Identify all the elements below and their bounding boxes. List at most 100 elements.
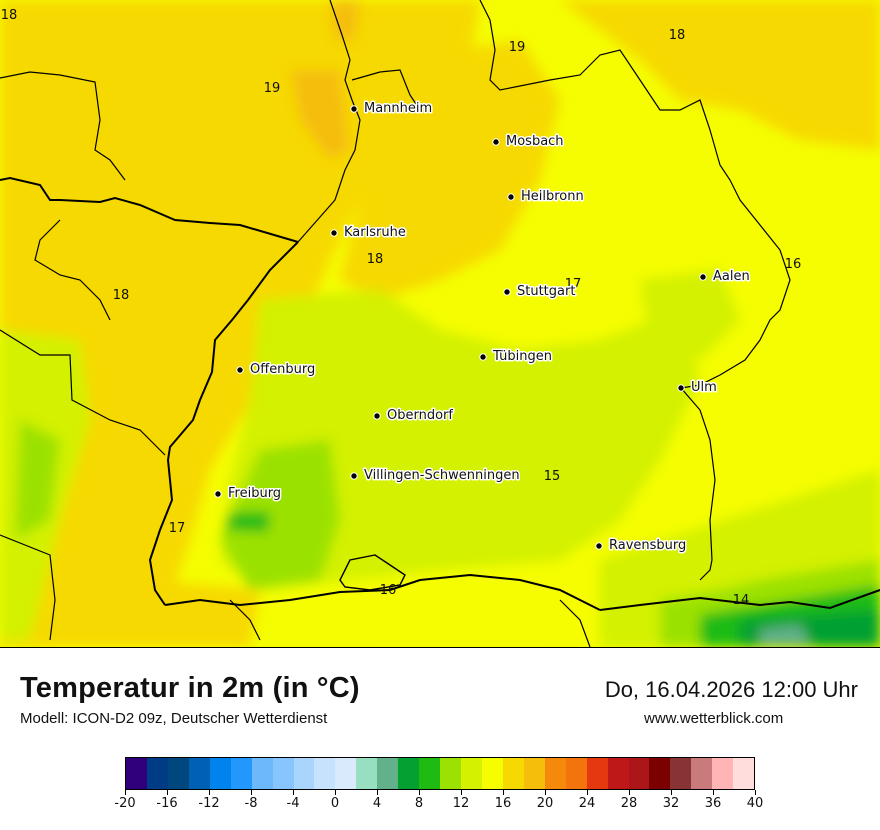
color-scale-bar bbox=[125, 757, 755, 790]
city-dot-icon bbox=[677, 384, 685, 392]
city-dot-icon bbox=[595, 542, 603, 550]
city-label: Oberndorf bbox=[387, 408, 453, 423]
tick-mark bbox=[712, 790, 714, 795]
tick-label: 36 bbox=[704, 796, 722, 811]
tick-label: 16 bbox=[494, 796, 512, 811]
temperature-value-label: 16 bbox=[380, 583, 397, 598]
color-scale-segment bbox=[251, 758, 273, 789]
city-marker: Offenburg bbox=[236, 361, 317, 379]
temperature-value-label: 18 bbox=[1, 8, 18, 23]
tick-mark bbox=[334, 790, 336, 795]
color-scale-segment bbox=[293, 758, 315, 789]
boundaries bbox=[0, 0, 880, 647]
tick-label: -20 bbox=[114, 796, 136, 811]
city-dot-icon bbox=[350, 105, 358, 113]
city-label: Ravensburg bbox=[609, 538, 686, 553]
city-dot-icon bbox=[373, 412, 381, 420]
city-label: Karlsruhe bbox=[344, 225, 406, 240]
city-label: Mosbach bbox=[506, 134, 564, 149]
temperature-shading bbox=[0, 0, 880, 647]
temperature-value-label: 18 bbox=[113, 288, 130, 303]
tick-label: 40 bbox=[746, 796, 764, 811]
temperature-value-label: 17 bbox=[565, 277, 582, 292]
color-scale-segment bbox=[440, 758, 461, 789]
tick-mark bbox=[754, 790, 756, 795]
color-scale-segment bbox=[167, 758, 189, 789]
color-scale-segment bbox=[712, 758, 734, 789]
temperature-value-label: 17 bbox=[169, 521, 186, 536]
city-dot-icon bbox=[330, 229, 338, 237]
color-scale-segment bbox=[733, 758, 755, 789]
city-markers: Mannheim Mosbach Heilbronn Karlsruhe Stuttga… bbox=[214, 100, 751, 555]
color-scale-segment bbox=[272, 758, 294, 789]
color-scale-segment bbox=[461, 758, 482, 789]
tick-label: 24 bbox=[578, 796, 596, 811]
tick-mark bbox=[670, 790, 672, 795]
color-scale-segment bbox=[146, 758, 168, 789]
color-scale-segment bbox=[230, 758, 252, 789]
city-marker: Oberndorf bbox=[373, 407, 455, 425]
color-scale-segment bbox=[607, 758, 629, 789]
city-label: Heilbronn bbox=[521, 189, 584, 204]
color-scale-segment bbox=[691, 758, 713, 789]
temperature-value-label: 16 bbox=[785, 257, 802, 272]
city-dot-icon bbox=[492, 138, 500, 146]
color-scale-segment bbox=[565, 758, 587, 789]
city-label: Offenburg bbox=[250, 362, 315, 377]
temperature-value-label: 18 bbox=[669, 28, 686, 43]
tick-label: 12 bbox=[452, 796, 470, 811]
tick-label: 28 bbox=[620, 796, 638, 811]
temperature-value-label: 14 bbox=[733, 593, 750, 608]
city-dot-icon bbox=[699, 273, 707, 281]
color-scale-segment bbox=[502, 758, 524, 789]
tick-label: 8 bbox=[414, 796, 424, 811]
temperature-map: 18 19 19 18 18 18 17 16 15 17 16 14 Mannheim Mosbach… bbox=[0, 0, 880, 648]
tick-mark bbox=[586, 790, 588, 795]
city-marker: Ulm bbox=[677, 379, 718, 397]
color-scale-segment bbox=[670, 758, 692, 789]
color-scale-segment bbox=[544, 758, 566, 789]
forecast-datetime: Do, 16.04.2026 12:00 Uhr bbox=[604, 677, 858, 702]
color-scale-segment bbox=[523, 758, 545, 789]
temperature-value-label: 15 bbox=[544, 469, 561, 484]
city-dot-icon bbox=[507, 193, 515, 201]
color-scale-segment bbox=[335, 758, 357, 789]
tick-label: -12 bbox=[198, 796, 220, 811]
color-scale-segment bbox=[649, 758, 671, 789]
city-label: Mannheim bbox=[364, 101, 432, 116]
color-scale-segment bbox=[419, 758, 441, 789]
city-dot-icon bbox=[479, 353, 487, 361]
tick-mark bbox=[628, 790, 630, 795]
tick-label: -16 bbox=[156, 796, 178, 811]
tick-label: 32 bbox=[662, 796, 680, 811]
color-scale-segment bbox=[188, 758, 210, 789]
color-scale-segment bbox=[377, 758, 399, 789]
temperature-value-labels: 18 19 19 18 18 18 17 16 15 17 16 14 bbox=[1, 8, 802, 608]
chart-title: Temperatur in 2m (in °C) bbox=[20, 672, 360, 704]
color-scale-segment bbox=[356, 758, 378, 789]
tick-label: 4 bbox=[372, 796, 382, 811]
tick-mark bbox=[250, 790, 252, 795]
city-label: Freiburg bbox=[228, 486, 281, 501]
tick-label: -4 bbox=[286, 796, 300, 811]
model-source: Modell: ICON-D2 09z, Deutscher Wetterdie… bbox=[20, 710, 328, 727]
city-marker: Freiburg bbox=[214, 485, 283, 503]
city-marker: Villingen-Schwenningen bbox=[350, 467, 521, 485]
tick-mark bbox=[460, 790, 462, 795]
website-link[interactable]: www.wetterblick.com bbox=[644, 710, 784, 727]
temperature-value-label: 19 bbox=[264, 81, 281, 96]
map-canvas: 18 19 19 18 18 18 17 16 15 17 16 14 Mannheim Mosbach… bbox=[0, 0, 880, 647]
city-dot-icon bbox=[214, 490, 222, 498]
city-label: Ulm bbox=[691, 380, 717, 395]
color-scale-ticks: -20 -16 -12 -8 -4 0 4 8 12 16 20 24 28 32 36 40 bbox=[114, 790, 763, 820]
city-marker: Stuttgart bbox=[503, 283, 577, 301]
city-marker: Mannheim bbox=[350, 100, 434, 118]
tick-mark bbox=[208, 790, 210, 795]
city-marker: Tübingen bbox=[479, 348, 554, 366]
color-scale-segment bbox=[586, 758, 608, 789]
city-dot-icon bbox=[350, 472, 358, 480]
city-dot-icon bbox=[503, 288, 511, 296]
tick-label: -8 bbox=[244, 796, 258, 811]
city-dot-icon bbox=[236, 366, 244, 374]
tick-mark bbox=[544, 790, 546, 795]
